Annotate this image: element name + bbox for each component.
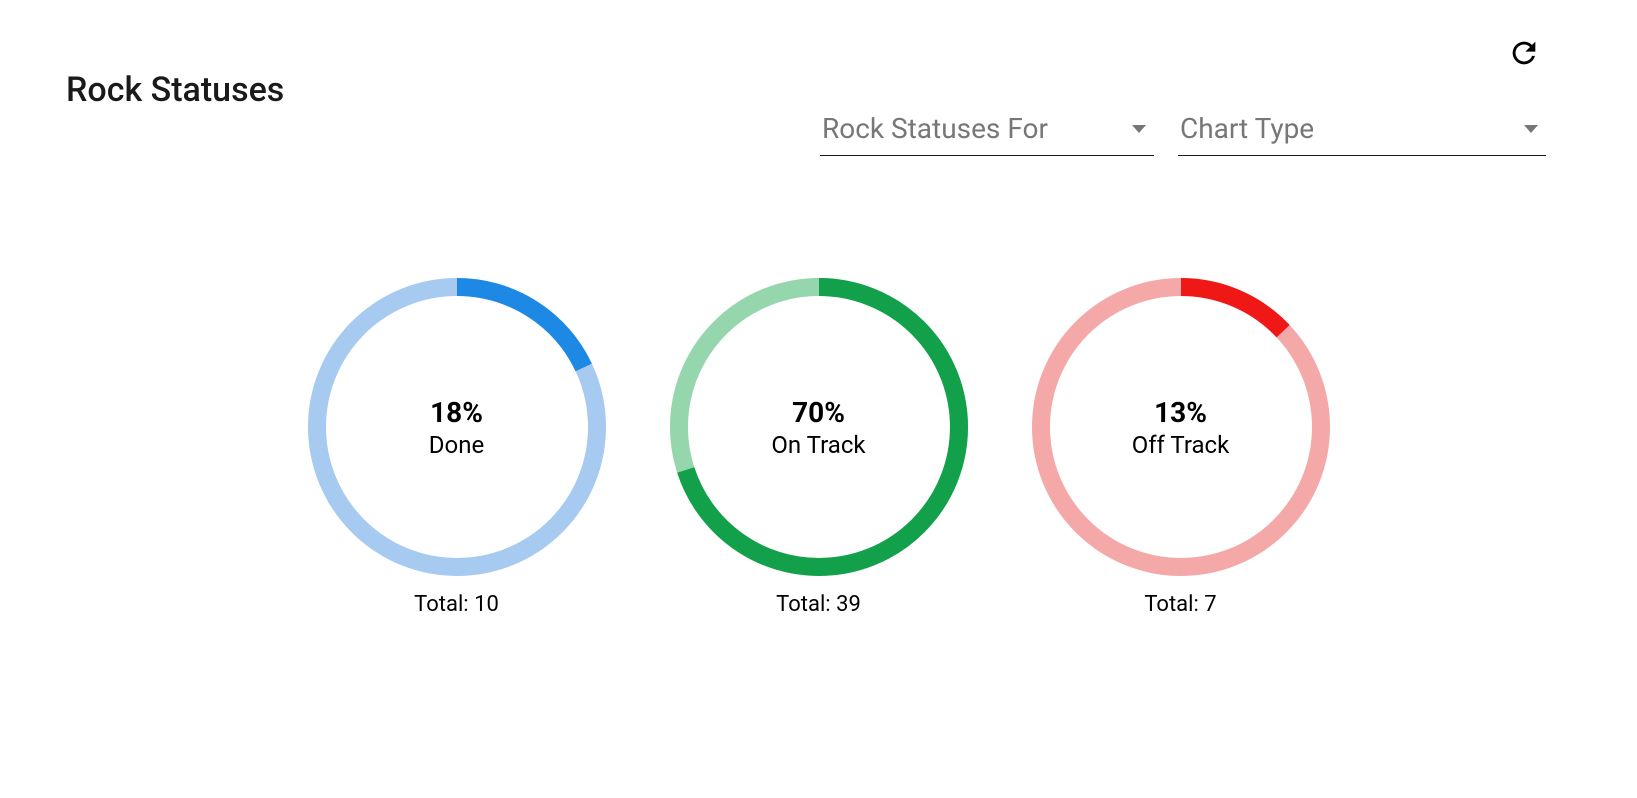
page-title: Rock Statuses — [66, 70, 284, 110]
donut-label-on-track: On Track — [771, 431, 865, 459]
donut-percent-done: 18% — [430, 396, 483, 429]
donut-off-track: 13%Off Track Total: 7 — [1030, 276, 1332, 617]
donut-ring-on-track: 70%On Track — [668, 276, 970, 578]
filter-rock-statuses-for[interactable]: Rock Statuses For — [820, 108, 1154, 156]
donut-percent-off-track: 13% — [1154, 396, 1207, 429]
refresh-icon — [1507, 36, 1541, 70]
filter-chart-type[interactable]: Chart Type — [1178, 108, 1546, 156]
donut-label-done: Done — [429, 431, 484, 459]
donut-chart-row: 18%DoneTotal: 1070%On TrackTotal: 3913%O… — [0, 276, 1637, 617]
donut-done: 18%Done Total: 10 — [306, 276, 608, 617]
refresh-button[interactable] — [1507, 36, 1541, 70]
donut-ring-done: 18%Done — [306, 276, 608, 578]
donut-ring-off-track: 13%Off Track — [1030, 276, 1332, 578]
donut-label-off-track: Off Track — [1132, 431, 1230, 459]
chevron-down-icon — [1132, 125, 1146, 133]
donut-total-done: Total: 10 — [414, 592, 499, 617]
donut-total-off-track: Total: 7 — [1144, 592, 1216, 617]
donut-on-track: 70%On Track Total: 39 — [668, 276, 970, 617]
filter-type-label: Chart Type — [1180, 112, 1314, 145]
filter-bar: Rock Statuses For Chart Type — [820, 108, 1546, 156]
filter-for-label: Rock Statuses For — [822, 112, 1048, 145]
donut-total-on-track: Total: 39 — [776, 592, 861, 617]
donut-percent-on-track: 70% — [792, 396, 845, 429]
chevron-down-icon — [1524, 125, 1538, 133]
